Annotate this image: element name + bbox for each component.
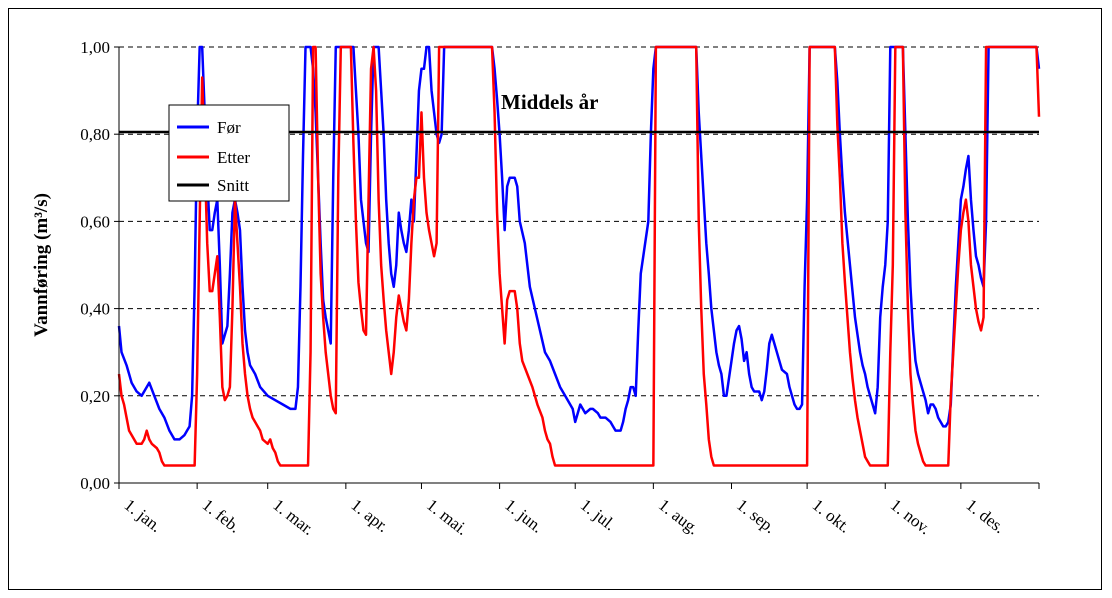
x-tick-label: 1. mar. xyxy=(269,495,318,539)
y-tick-label: 0,20 xyxy=(80,387,110,406)
y-tick-label: 0,60 xyxy=(80,212,110,231)
legend: Før Etter Snitt xyxy=(168,104,290,202)
y-axis-ticks: 0,00 0,20 0,40 0,60 0,80 1,00 xyxy=(80,38,119,493)
x-tick-label: 1. nov. xyxy=(887,495,935,538)
y-tick-label: 0,40 xyxy=(80,300,110,319)
x-tick-label: 1. jun. xyxy=(501,495,547,536)
y-tick-label: 1,00 xyxy=(80,38,110,57)
y-axis-label: Vannføring (m³/s) xyxy=(31,193,52,337)
series-line-for xyxy=(117,45,1041,441)
legend-label-for: Før xyxy=(217,118,241,137)
chart-frame: 0,00 0,20 0,40 0,60 0,80 1,00 1. jan. 1. feb. 1… xyxy=(8,8,1102,590)
x-tick-label: 1. aug. xyxy=(655,495,703,538)
series-line-etter xyxy=(117,45,1041,467)
x-tick-label: 1. feb. xyxy=(199,495,245,536)
legend-label-etter: Etter xyxy=(217,148,250,167)
x-tick-label: 1. des. xyxy=(962,495,1008,537)
x-tick-label: 1. apr. xyxy=(347,495,392,536)
legend-label-snitt: Snitt xyxy=(217,176,249,195)
flow-chart: 0,000,200,400,600,801,00 1. jan. 1. feb. 1… xyxy=(31,38,1041,539)
y-tick-label: 0,00 xyxy=(80,474,110,493)
x-tick-label: 1. sep. xyxy=(733,495,779,537)
annotation-middels-ar: Middels år xyxy=(501,90,598,114)
x-tick-label: 1. mai. xyxy=(423,495,472,539)
x-tick-label: 1. jan. xyxy=(121,495,166,536)
x-tick-label: 1. jul. xyxy=(577,495,620,534)
y-tick-label: 0,80 xyxy=(80,125,110,144)
x-axis-ticks: 1. jan. 1. feb. 1. mar. 1. apr. 1. mai. 1. ju… xyxy=(118,483,1040,539)
x-tick-label: 1. okt. xyxy=(809,495,855,536)
